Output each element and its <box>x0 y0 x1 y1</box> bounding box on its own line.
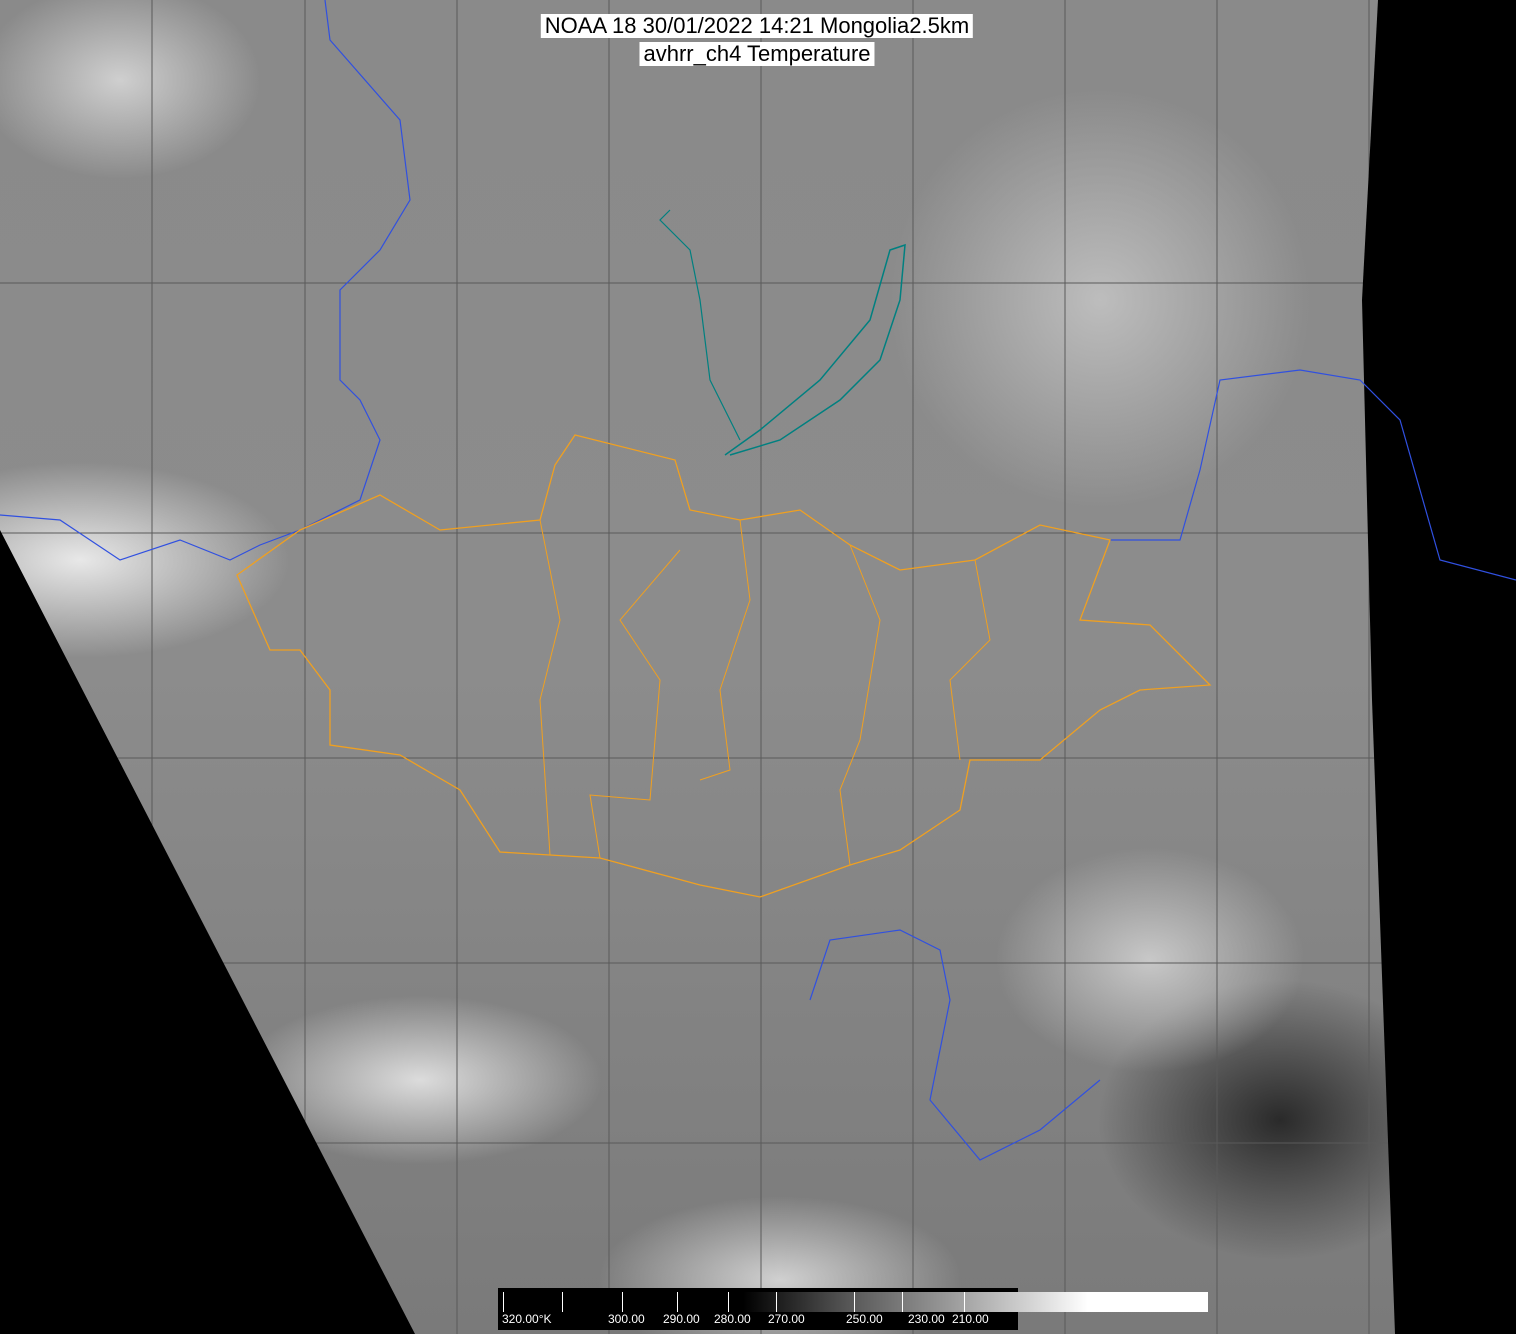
title-line-2: avhrr_ch4 Temperature <box>639 42 875 66</box>
lake-baikal <box>724 243 906 456</box>
colorbar-tick <box>503 1292 504 1312</box>
colorbar-label: 320.00°K <box>502 1312 552 1326</box>
country-border-russia-east <box>1110 369 1516 581</box>
colorbar-label: 230.00 <box>908 1312 945 1326</box>
colorbar-label: 270.00 <box>768 1312 805 1326</box>
colorbar-tick <box>902 1292 903 1312</box>
colorbar-tick <box>776 1292 777 1312</box>
river-angara <box>659 209 741 441</box>
colorbar-label: 250.00 <box>846 1312 883 1326</box>
colorbar-label: 290.00 <box>663 1312 700 1326</box>
title-line-1: NOAA 18 30/01/2022 14:21 Mongolia2.5km <box>540 14 974 38</box>
colorbar-label: 280.00 <box>714 1312 751 1326</box>
country-border-russia <box>0 0 411 561</box>
colorbar-white-segment <box>1088 1292 1208 1312</box>
colorbar-tick <box>964 1292 965 1312</box>
no-data-left <box>0 530 415 1334</box>
mongolia-admin-borders <box>236 434 1212 898</box>
colorbar-tick <box>622 1292 623 1312</box>
country-border-china <box>809 929 1101 1161</box>
colorbar-tick <box>677 1292 678 1312</box>
colorbar-label: 300.00 <box>608 1312 645 1326</box>
colorbar-tick <box>854 1292 855 1312</box>
temperature-colorbar: 320.00°K 300.00 290.00 280.00 270.00 250.00 23… <box>498 1288 1208 1330</box>
colorbar-tick <box>562 1292 563 1312</box>
mongolia-aimag-borders <box>539 519 991 866</box>
no-data-right <box>1362 0 1516 1334</box>
colorbar-tick <box>728 1292 729 1312</box>
colorbar-gradient <box>743 1292 1088 1312</box>
colorbar-label: 210.00 <box>952 1312 989 1326</box>
